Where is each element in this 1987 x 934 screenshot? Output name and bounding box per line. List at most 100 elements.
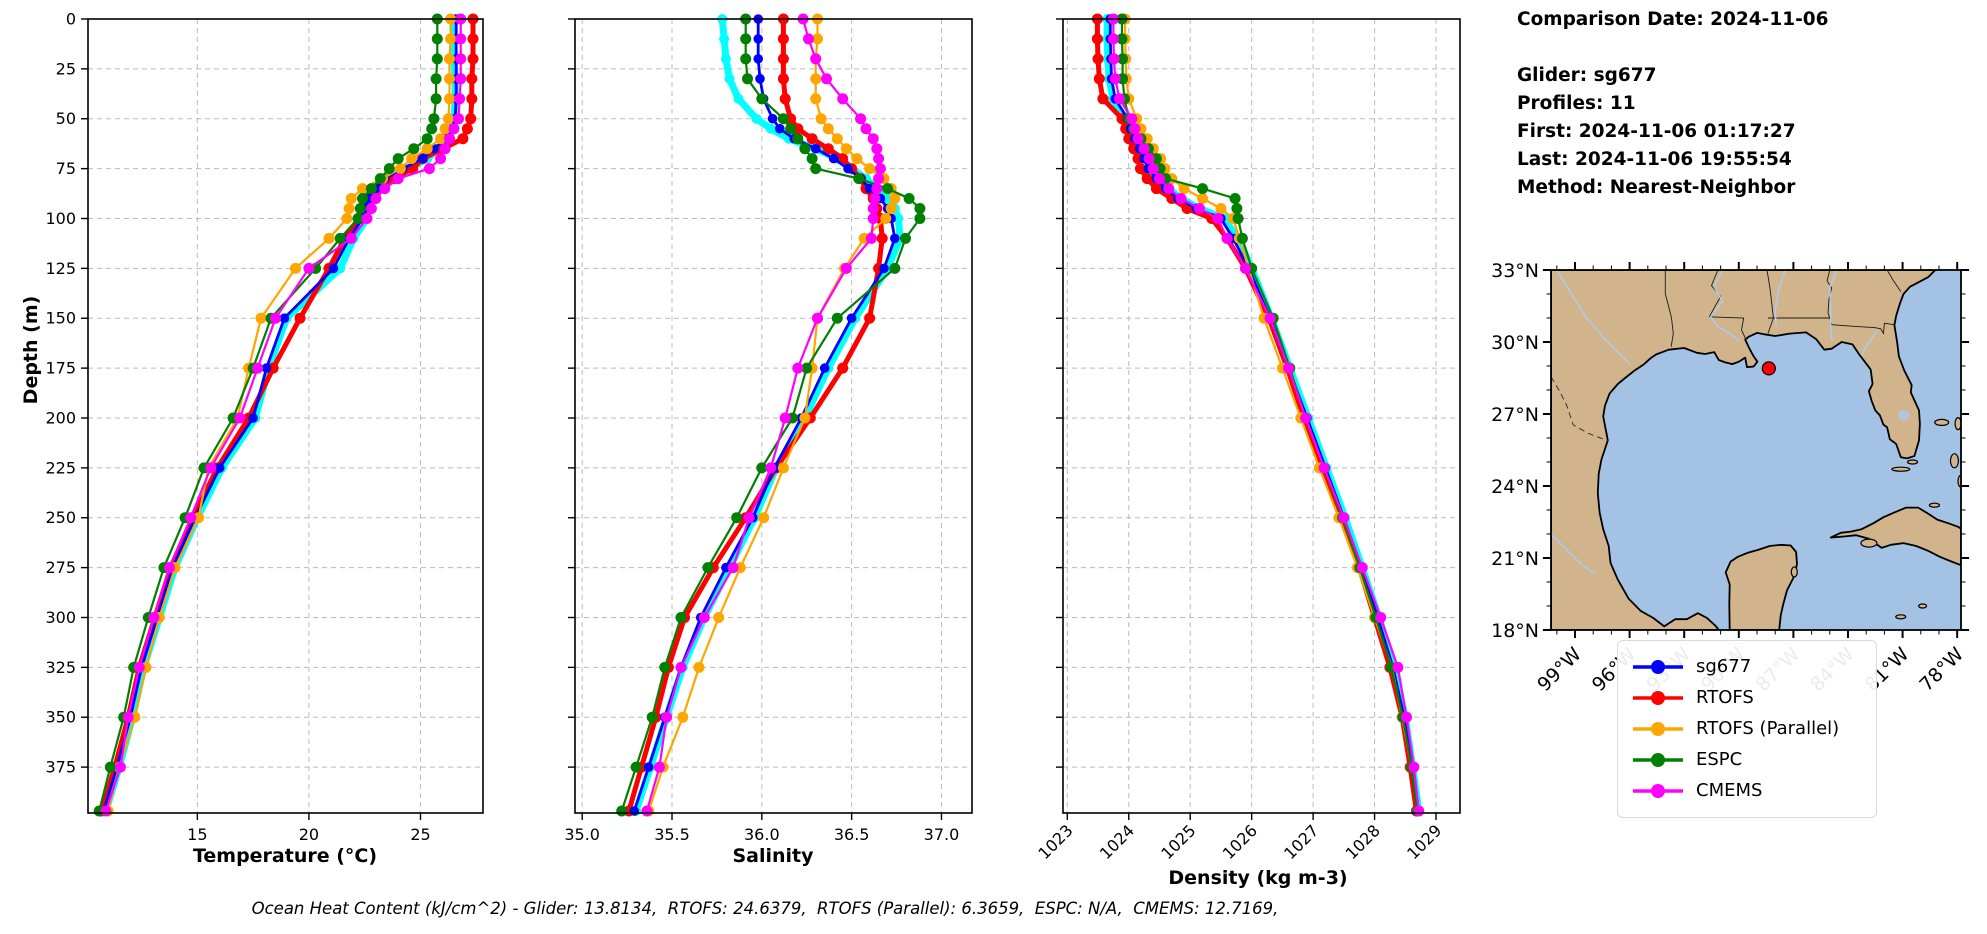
temperature-axis-label: Temperature (°C) (192, 845, 378, 867)
data-point (755, 74, 765, 84)
data-point (357, 183, 368, 195)
data-point (864, 312, 876, 324)
data-point (394, 163, 406, 175)
data-point (855, 113, 867, 125)
data-point (871, 183, 883, 195)
data-point (753, 54, 763, 64)
y-tick-label: 25 (56, 59, 76, 78)
data-point (785, 123, 797, 135)
data-point (383, 163, 395, 175)
data-point (370, 193, 382, 204)
data-point (806, 153, 818, 165)
data-point (846, 313, 857, 324)
river (1860, 329, 1879, 356)
legend-marker-rtofs (1633, 690, 1683, 705)
legend-label: CMEMS (1696, 780, 1763, 801)
data-point (1132, 133, 1144, 145)
data-point (294, 312, 306, 324)
panel-frame (87, 18, 484, 814)
data-point (831, 133, 843, 145)
island (1891, 466, 1911, 472)
blank-line (1517, 34, 1829, 62)
data-point (677, 711, 689, 723)
y-tick-label: 200 (45, 408, 76, 427)
data-point (828, 153, 839, 164)
legend-item-rtofs: RTOFS (1630, 682, 1864, 713)
x-tick-label: 15 (187, 825, 207, 844)
data-point (374, 173, 386, 185)
data-point (261, 363, 272, 373)
series-line (632, 18, 904, 813)
data-point (756, 93, 768, 105)
data-point (775, 123, 785, 134)
data-point (867, 213, 879, 224)
data-point (454, 93, 466, 105)
data-point (1240, 262, 1251, 274)
island (1906, 459, 1919, 465)
data-point (831, 312, 843, 324)
data-point (193, 512, 204, 524)
data-point (812, 312, 823, 324)
data-point (1300, 412, 1312, 424)
map-area (1551, 270, 1961, 630)
data-point (352, 213, 364, 224)
series-line (104, 19, 462, 812)
y-tick-label: 50 (56, 109, 76, 128)
river (1556, 270, 1632, 366)
data-point (439, 123, 451, 135)
data-point (267, 362, 279, 374)
data-point (758, 512, 770, 524)
data-point (616, 805, 628, 817)
data-point (903, 193, 915, 204)
data-point (1413, 805, 1425, 817)
map-lat-label: 27°N (1491, 404, 1539, 426)
state-border (1664, 270, 1674, 347)
data-point (1163, 183, 1175, 195)
data-point (421, 133, 433, 145)
data-point (1264, 312, 1276, 324)
salinity-panel: 35.0 35.5 36.0 36.5 37.0 (564, 13, 973, 844)
data-point (767, 113, 778, 124)
data-point (889, 193, 901, 204)
data-point (900, 232, 911, 244)
x-tick-label: 1027 (1280, 821, 1322, 863)
data-point (1212, 213, 1224, 224)
map-lon-label: 78°W (1915, 643, 1968, 696)
data-point (873, 153, 885, 165)
map-lon-label: 99°W (1533, 643, 1586, 696)
data-point (1229, 193, 1241, 204)
data-point (840, 262, 852, 274)
data-point (303, 262, 315, 274)
island (1954, 417, 1961, 431)
legend-marker-espc (1633, 752, 1683, 767)
data-point (445, 33, 457, 45)
data-point (270, 312, 281, 324)
data-point (799, 143, 811, 155)
data-point (812, 33, 823, 45)
data-point (1356, 562, 1368, 574)
series-rtofs-parallel- (643, 13, 901, 817)
data-point (431, 33, 443, 45)
data-point (290, 262, 301, 274)
data-point (810, 53, 822, 65)
data-point (1375, 612, 1387, 623)
data-point (653, 761, 665, 773)
data-point (879, 263, 889, 274)
y-tick-label: 0 (66, 10, 76, 29)
data-point (1150, 183, 1162, 195)
data-point (1126, 113, 1138, 125)
data-point (1141, 173, 1153, 185)
data-point (430, 93, 442, 105)
series-rtofs (95, 13, 479, 817)
island (1790, 566, 1798, 578)
data-point (1143, 153, 1155, 165)
data-point (104, 761, 116, 773)
data-point (122, 711, 134, 723)
y-tick-label: 175 (45, 359, 76, 378)
data-point (455, 33, 467, 45)
island (1860, 538, 1878, 548)
data-point (914, 203, 926, 214)
data-point (455, 53, 467, 65)
data-point (751, 113, 762, 124)
